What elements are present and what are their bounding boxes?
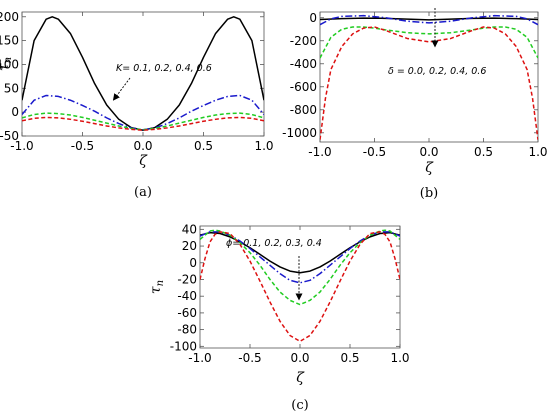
series-line-3 xyxy=(320,26,538,59)
parameter-annotation: δ = 0.0, 0.2, 0.4, 0.6 xyxy=(388,66,486,77)
series-line-1 xyxy=(320,17,538,21)
x-axis-label: ζ xyxy=(139,153,148,169)
x-tick-label: 0.5 xyxy=(340,351,359,365)
y-tick-label: 100 xyxy=(0,57,19,71)
x-tick-label: -1.0 xyxy=(308,145,331,159)
y-tick-label: 0 xyxy=(11,105,19,119)
y-tick-label: 0 xyxy=(189,256,197,270)
panel-label: (a) xyxy=(134,185,152,200)
x-tick-label: -0.5 xyxy=(71,139,94,153)
x-tick-label: 0.5 xyxy=(194,139,213,153)
y-tick-label: -40 xyxy=(177,289,197,303)
panel-label: (b) xyxy=(420,186,438,201)
x-axis-label: ζ xyxy=(296,370,305,386)
y-tick-label: -100 xyxy=(170,339,197,353)
x-tick-label: 1.0 xyxy=(254,139,273,153)
y-tick-label: -400 xyxy=(290,57,317,71)
x-tick-label: -0.5 xyxy=(238,351,261,365)
y-tick-label: -600 xyxy=(290,80,317,94)
y-tick-label: -200 xyxy=(290,34,317,48)
panel-c: -1.0 -0.5 0.0 0.5 1.0 40 20 0 -20 -40 -60 -80 -100 ζ τ… xyxy=(148,222,410,413)
y-tick-label: -80 xyxy=(177,323,197,337)
series-line-3 xyxy=(200,229,400,306)
x-tick-label: -1.0 xyxy=(188,351,211,365)
series-line-2 xyxy=(320,14,538,26)
y-axis-label: τn xyxy=(0,57,14,71)
trend-arrow xyxy=(112,77,131,101)
y-tick-label: 0 xyxy=(309,11,317,25)
panel-label: (c) xyxy=(291,398,308,413)
x-tick-label: -0.5 xyxy=(363,145,386,159)
x-tick-label: 1.0 xyxy=(390,351,409,365)
x-tick-label: 0.0 xyxy=(419,145,438,159)
series-line-4 xyxy=(200,231,400,343)
y-tick-label: -60 xyxy=(177,306,197,320)
y-tick-label: 200 xyxy=(0,10,19,24)
series-line-2 xyxy=(22,94,264,131)
y-tick-label: 150 xyxy=(0,34,19,48)
y-tick-label: 50 xyxy=(4,81,19,95)
y-tick-label: 40 xyxy=(182,222,197,236)
x-axis-label: ζ xyxy=(425,160,434,176)
y-tick-label: -50 xyxy=(0,129,19,143)
x-tick-label: 1.0 xyxy=(528,145,547,159)
parameter-annotation: K= 0.1, 0.2, 0.4, 0.6 xyxy=(116,63,212,74)
panel-b: -1.0 -0.5 0.0 0.5 1.0 0 -200 -400 -600 -800 -1000 ζ… xyxy=(282,8,548,201)
y-tick-label: -20 xyxy=(177,272,197,286)
panel-a: -1.0 -0.5 0.0 0.5 1.0 -50 0 50 100 150 200 ζ τn K= 0.… xyxy=(0,10,274,200)
plot-frame xyxy=(21,11,265,137)
series-line-4 xyxy=(22,116,264,132)
x-tick-label: -1.0 xyxy=(10,139,33,153)
y-axis-label: τn xyxy=(148,280,166,294)
parameter-annotation: ϕ= 0.1, 0.2, 0.3, 0.4 xyxy=(226,238,322,249)
series-line-4 xyxy=(320,26,538,140)
x-tick-label: 0.5 xyxy=(474,145,493,159)
y-tick-label: -800 xyxy=(290,103,317,117)
x-tick-label: 0.0 xyxy=(133,139,152,153)
y-tick-label: -1000 xyxy=(282,126,317,140)
series-line-3 xyxy=(22,112,264,131)
y-tick-label: 20 xyxy=(182,239,197,253)
plot-frame xyxy=(319,11,539,143)
x-tick-label: 0.0 xyxy=(290,351,309,365)
